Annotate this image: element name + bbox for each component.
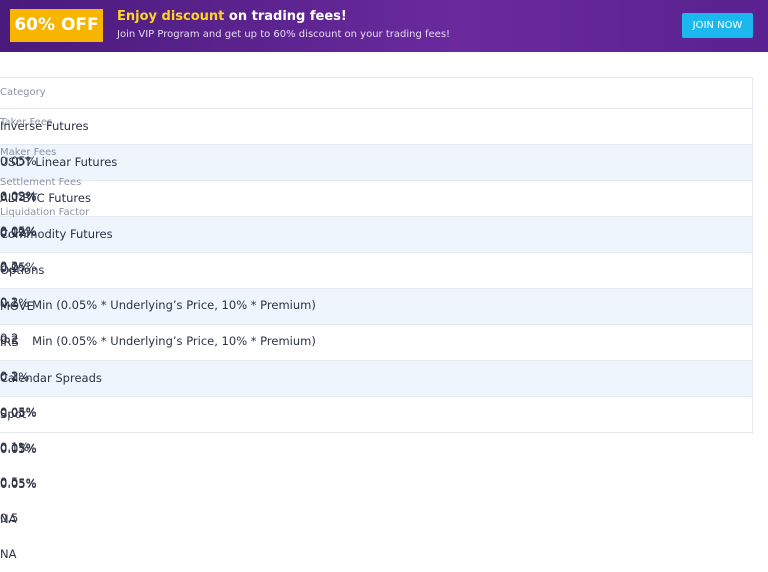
column-header: Maker Fees bbox=[0, 147, 57, 158]
table-cell: Commodity Futures bbox=[0, 227, 113, 241]
headline-highlight: Enjoy discount bbox=[117, 9, 225, 24]
table-cell: 0.2 bbox=[0, 331, 19, 345]
table-cell: NA bbox=[0, 547, 17, 561]
table-row: Calendar Spreads 0.05% 0.05% 0.05% 0.5 bbox=[0, 361, 752, 525]
table-cell: 0.2 bbox=[0, 295, 19, 309]
table-cell: - bbox=[0, 332, 5, 346]
fee-table: Category Taker Fees Maker Fees Settlement F… bbox=[0, 77, 753, 561]
column-header: Taker Fees bbox=[0, 117, 53, 128]
table-cell: - bbox=[0, 297, 5, 311]
table-cell: 0.05% bbox=[0, 477, 37, 491]
table-cell: 0.1% bbox=[0, 226, 30, 240]
table-cell: 0.1% bbox=[0, 370, 30, 384]
table-cell: 0.2 bbox=[0, 369, 19, 383]
table-row: Spot 0.05% 0.05% NA NA bbox=[0, 397, 752, 561]
table-cell: ALT-BTC Futures bbox=[0, 191, 91, 205]
table-cell: MOVE bbox=[0, 299, 34, 313]
table-cell: Min (0.05% * Underlying’s Price, 10% * P… bbox=[32, 298, 316, 312]
table-cell: 0.05% bbox=[0, 190, 37, 204]
table-cell: 0.05% bbox=[0, 405, 37, 419]
table-row: USDT Linear Futures 0.05% 0.02% 0.05% 0.2 bbox=[0, 145, 752, 309]
table-cell: 0.2 bbox=[0, 259, 19, 273]
column-header: Liquidation Factor bbox=[0, 207, 90, 218]
headline-text: on trading fees! bbox=[228, 9, 347, 24]
table-cell: 0.1% bbox=[0, 296, 30, 310]
table-cell: 0.2 bbox=[0, 333, 19, 347]
table-cell: - bbox=[0, 367, 5, 381]
table-row: Inverse Futures 0.05% 0.02% 0.05% 0.2 bbox=[0, 109, 752, 273]
table-cell: - bbox=[0, 262, 5, 276]
table-cell: 0.05% bbox=[0, 442, 37, 456]
table-cell: 0.02% bbox=[0, 189, 37, 203]
column-header: Category bbox=[0, 87, 46, 98]
table-cell: Options bbox=[0, 263, 45, 277]
table-row: IRS 0.1% 0.05% 0.1% 0.5 bbox=[0, 325, 752, 489]
table-cell: Inverse Futures bbox=[0, 119, 89, 133]
table-row: Commodity Futures - - - - bbox=[0, 217, 752, 381]
table-cell: 0.05% bbox=[0, 260, 37, 274]
table-cell: USDT Linear Futures bbox=[0, 155, 118, 169]
column-header: Settlement Fees bbox=[0, 177, 82, 188]
table-cell: 0.05% bbox=[0, 224, 37, 238]
table-cell: Calendar Spreads bbox=[0, 371, 102, 385]
header-row: Category Taker Fees Maker Fees Settlement F… bbox=[0, 78, 752, 218]
promo-banner: 60% OFF Enjoy discount on trading fees! … bbox=[0, 0, 768, 52]
headline: Enjoy discount on trading fees! bbox=[117, 9, 347, 24]
table-cell: 0.05% bbox=[0, 406, 37, 420]
table-cell: 0.1% bbox=[0, 261, 30, 275]
subtitle: Join VIP Program and get up to 60% disco… bbox=[117, 29, 451, 40]
table-cell: NA bbox=[0, 512, 17, 526]
table-row: MOVE Min (0.05% * Underlying’s Price, 10%… bbox=[0, 289, 752, 383]
table-cell: Spot bbox=[0, 407, 27, 421]
badge: 60% OFF bbox=[10, 9, 103, 42]
table-cell: 0.02% bbox=[0, 225, 37, 239]
table-row: ALT-BTC Futures 0.1% 0.1% 0.1% 0.2 bbox=[0, 181, 752, 345]
table-row: Options Min (0.05% * Underlying’s Price, … bbox=[0, 253, 752, 347]
table-cell: Min (0.05% * Underlying’s Price, 10% * P… bbox=[32, 334, 316, 348]
join-button[interactable]: JOIN NOW bbox=[682, 13, 753, 38]
table-cell: IRS bbox=[0, 335, 19, 349]
table-cell: 0.05% bbox=[0, 154, 37, 168]
